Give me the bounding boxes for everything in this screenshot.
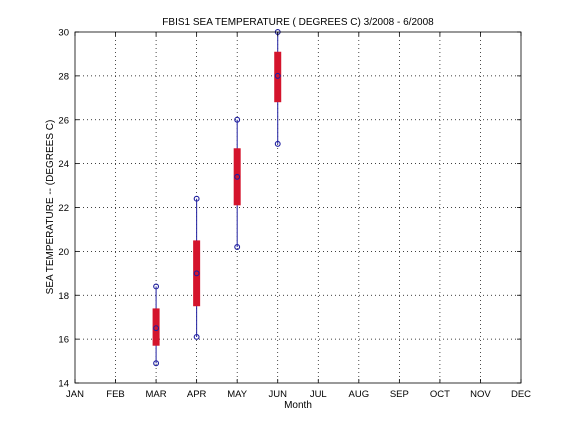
y-tick-label: 30 [58,28,69,39]
axis-layer: JAN FEB MAR APR MAY JUN JUL AUG SEP OCT NOV DEC 14 16… [58,28,531,401]
chart-title: FBIS1 SEA TEMPERATURE ( DEGREES C) 3/200… [162,17,434,28]
box-median-marker [274,72,281,79]
plot-area [75,32,521,383]
box-iqr [274,51,282,103]
y-tick-label: 18 [58,291,69,302]
y-tick-label: 22 [58,203,69,214]
box-max-marker [153,283,160,290]
x-tick-label: FEB [106,389,124,400]
box-min-marker [193,333,200,340]
box-group-may [233,116,241,250]
box-median-marker [193,270,200,277]
x-tick-label: NOV [470,389,491,400]
box-group-apr [193,195,201,340]
x-tick-label: JUN [268,389,287,400]
box-min-marker [234,244,241,250]
x-tick-label: DEC [511,389,531,400]
x-axis-label: Month [284,400,312,411]
y-axis-label: SEA TEMPERATURE -- (DEGREES C) [45,120,56,295]
x-tick-label: MAY [227,389,248,400]
box-iqr [193,240,201,307]
box-layer [152,29,282,367]
x-tick-label: JUL [310,389,327,400]
y-tick-label: 14 [58,379,69,390]
x-tick-label: AUG [349,389,370,400]
y-tick-label: 26 [58,115,69,126]
y-tick-label: 20 [58,247,69,258]
x-tick-label: MAR [146,389,167,400]
box-group-mar [152,283,160,367]
box-max-marker [234,116,241,123]
box-iqr [152,308,160,346]
box-median-marker [234,173,241,180]
x-tick-label: APR [187,389,207,400]
x-tick-label: SEP [390,389,409,400]
y-tick-label: 28 [58,71,69,82]
box-min-marker [274,140,281,147]
y-tick-label: 16 [58,335,69,346]
x-tick-label: JAN [66,389,84,400]
box-median-marker [153,325,160,332]
box-min-marker [153,360,160,367]
box-iqr [233,148,241,206]
x-tick-label: OCT [430,389,450,400]
box-max-marker [193,195,200,202]
y-tick-label: 24 [58,159,69,170]
